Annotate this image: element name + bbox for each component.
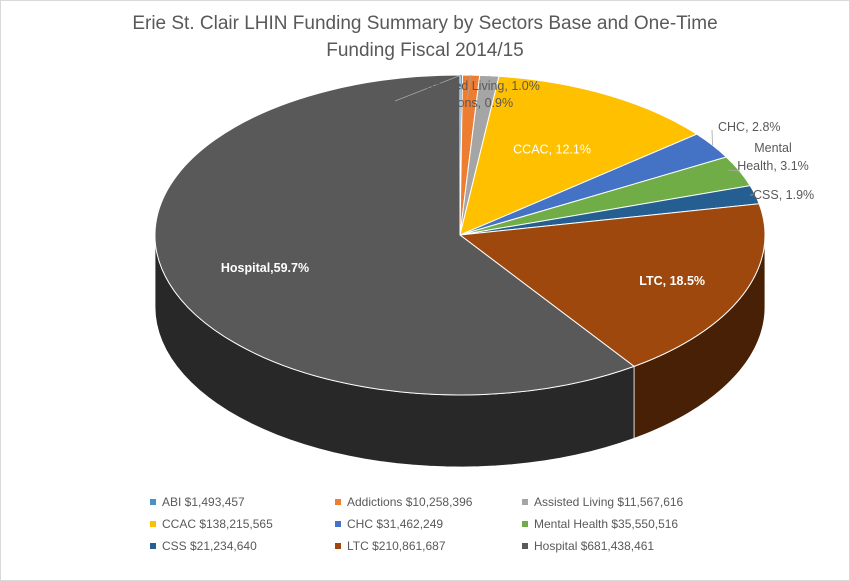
legend-label-chc: CHC $31,462,249 xyxy=(347,517,444,531)
legend-item-abi: ABI $1,493,457 xyxy=(150,495,245,509)
label-leader-line xyxy=(479,75,490,93)
legend-item-css: CSS $21,234,640 xyxy=(150,539,257,553)
legend-item-hospital: Hospital $681,438,461 xyxy=(522,539,654,553)
legend-label-abi: ABI $1,493,457 xyxy=(162,495,245,509)
legend-swatch-abi xyxy=(150,499,156,505)
chart-title-line-2: Funding Fiscal 2014/15 xyxy=(326,40,524,61)
data-label-ccac: CCAC, 12.1% xyxy=(513,142,591,156)
legend-swatch-chc xyxy=(335,521,341,527)
legend-item-mental-health: Mental Health $35,550,516 xyxy=(522,517,678,531)
data-label-assisted-living: Assisted Living, 1.0% xyxy=(421,79,540,93)
legend-swatch-assisted-living xyxy=(522,499,528,505)
legend-label-assisted-living: Assisted Living $11,567,616 xyxy=(534,495,684,509)
data-label-hospital: Hospital,59.7% xyxy=(221,261,309,275)
legend-item-addictions: Addictions $10,258,396 xyxy=(335,495,472,509)
data-label-ltc: LTC, 18.5% xyxy=(639,274,705,288)
legend-item-assisted-living: Assisted Living $11,567,616 xyxy=(522,495,683,509)
legend-label-hospital: Hospital $681,438,461 xyxy=(534,539,655,553)
legend-item-ltc: LTC $210,861,687 xyxy=(335,539,446,553)
pie-top xyxy=(154,74,766,396)
legend-label-mental-health: Mental Health $35,550,516 xyxy=(534,517,679,531)
pie-slice-ltc xyxy=(458,203,766,367)
legend-label-ltc: LTC $210,861,687 xyxy=(347,539,446,553)
data-label-abi: ABI, 0.1% xyxy=(337,94,393,108)
pie-data-labels: CCAC, 12.1% LTC, 18.5% Hospital,59.7% ABI, … xyxy=(221,74,814,288)
chart-title-line-1: Erie St. Clair LHIN Funding Summary by S… xyxy=(132,13,718,34)
data-label-addictions: Addictions, 0.9% xyxy=(420,96,513,110)
chart-title: Erie St. Clair LHIN Funding Summary by S… xyxy=(0,10,850,64)
legend-swatch-hospital xyxy=(522,543,528,549)
legend-label-ccac: CCAC $138,215,565 xyxy=(162,517,273,531)
legend-item-chc: CHC $31,462,249 xyxy=(335,517,443,531)
legend-label-css: CSS $21,234,640 xyxy=(162,539,257,553)
legend-swatch-css xyxy=(150,543,156,549)
legend-label-addictions: Addictions $10,258,396 xyxy=(347,495,473,509)
legend-item-ccac: CCAC $138,215,565 xyxy=(150,517,273,531)
chart-legend: ABI $1,493,457 Addictions $10,258,396 As… xyxy=(150,495,810,561)
data-label-css: CSS, 1.9% xyxy=(753,188,814,202)
pie-slice-hospital xyxy=(154,74,636,396)
label-leader-line xyxy=(394,74,462,102)
data-label-chc: CHC, 2.8% xyxy=(718,120,781,134)
label-leader-line xyxy=(727,169,740,172)
legend-swatch-ccac xyxy=(150,521,156,527)
legend-swatch-mental-health xyxy=(522,521,528,527)
pie-slice-ccac xyxy=(459,75,698,236)
legend-swatch-addictions xyxy=(335,499,341,505)
data-label-mental-health: Mental Health, 3.1% xyxy=(737,141,809,173)
legend-swatch-ltc xyxy=(335,543,341,549)
label-leader-line xyxy=(466,75,472,101)
